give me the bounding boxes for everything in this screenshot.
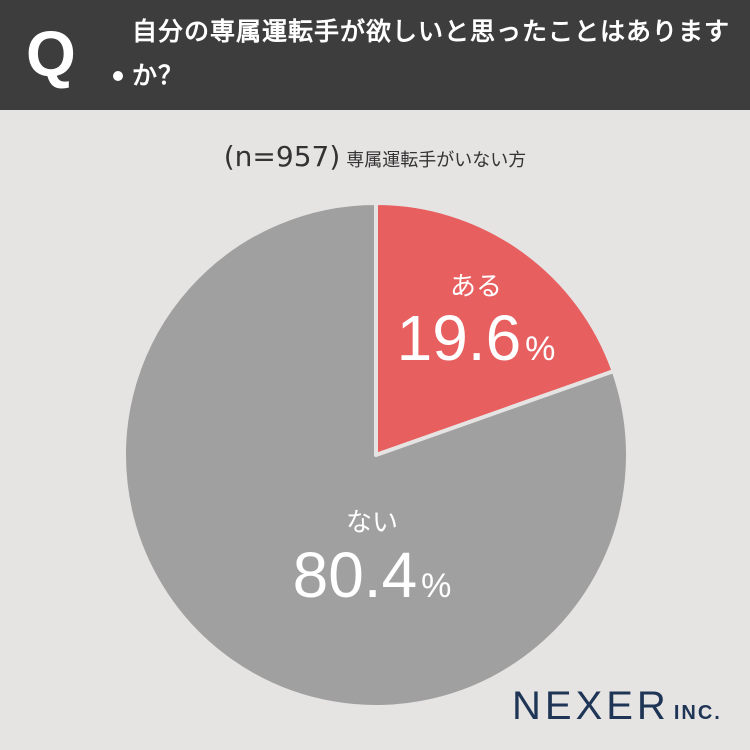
logo-wordmark: NEXER xyxy=(512,684,670,728)
slice-value-yes: 19.6% xyxy=(397,302,556,374)
slice-value-unit-yes: % xyxy=(525,330,555,368)
slice-label-no: ない xyxy=(346,508,398,538)
pie-slice-no xyxy=(122,201,630,709)
question-header: Q 自分の専属運転手が欲しいと思ったことはありますか？ xyxy=(0,0,750,110)
logo-suffix: INC. xyxy=(673,702,722,724)
slice-value-unit-no: % xyxy=(421,567,451,605)
slice-value-number-yes: 19.6 xyxy=(397,302,522,374)
slice-value-no: 80.4% xyxy=(293,539,452,611)
q-dot-icon xyxy=(113,71,123,81)
sample-segment: 専属運転手がいない方 xyxy=(346,150,527,171)
sample-size: (n=957) xyxy=(223,140,341,173)
slice-value-number-no: 80.4 xyxy=(293,539,418,611)
nexer-logo: NEXER INC. xyxy=(512,684,722,729)
slice-label-yes: ある xyxy=(450,272,502,302)
question-text: 自分の専属運転手が欲しいと思ったことはありますか？ xyxy=(132,17,731,90)
q-mark: Q xyxy=(26,18,76,90)
sample-note: (n=957) 専属運転手がいない方 xyxy=(0,140,750,173)
